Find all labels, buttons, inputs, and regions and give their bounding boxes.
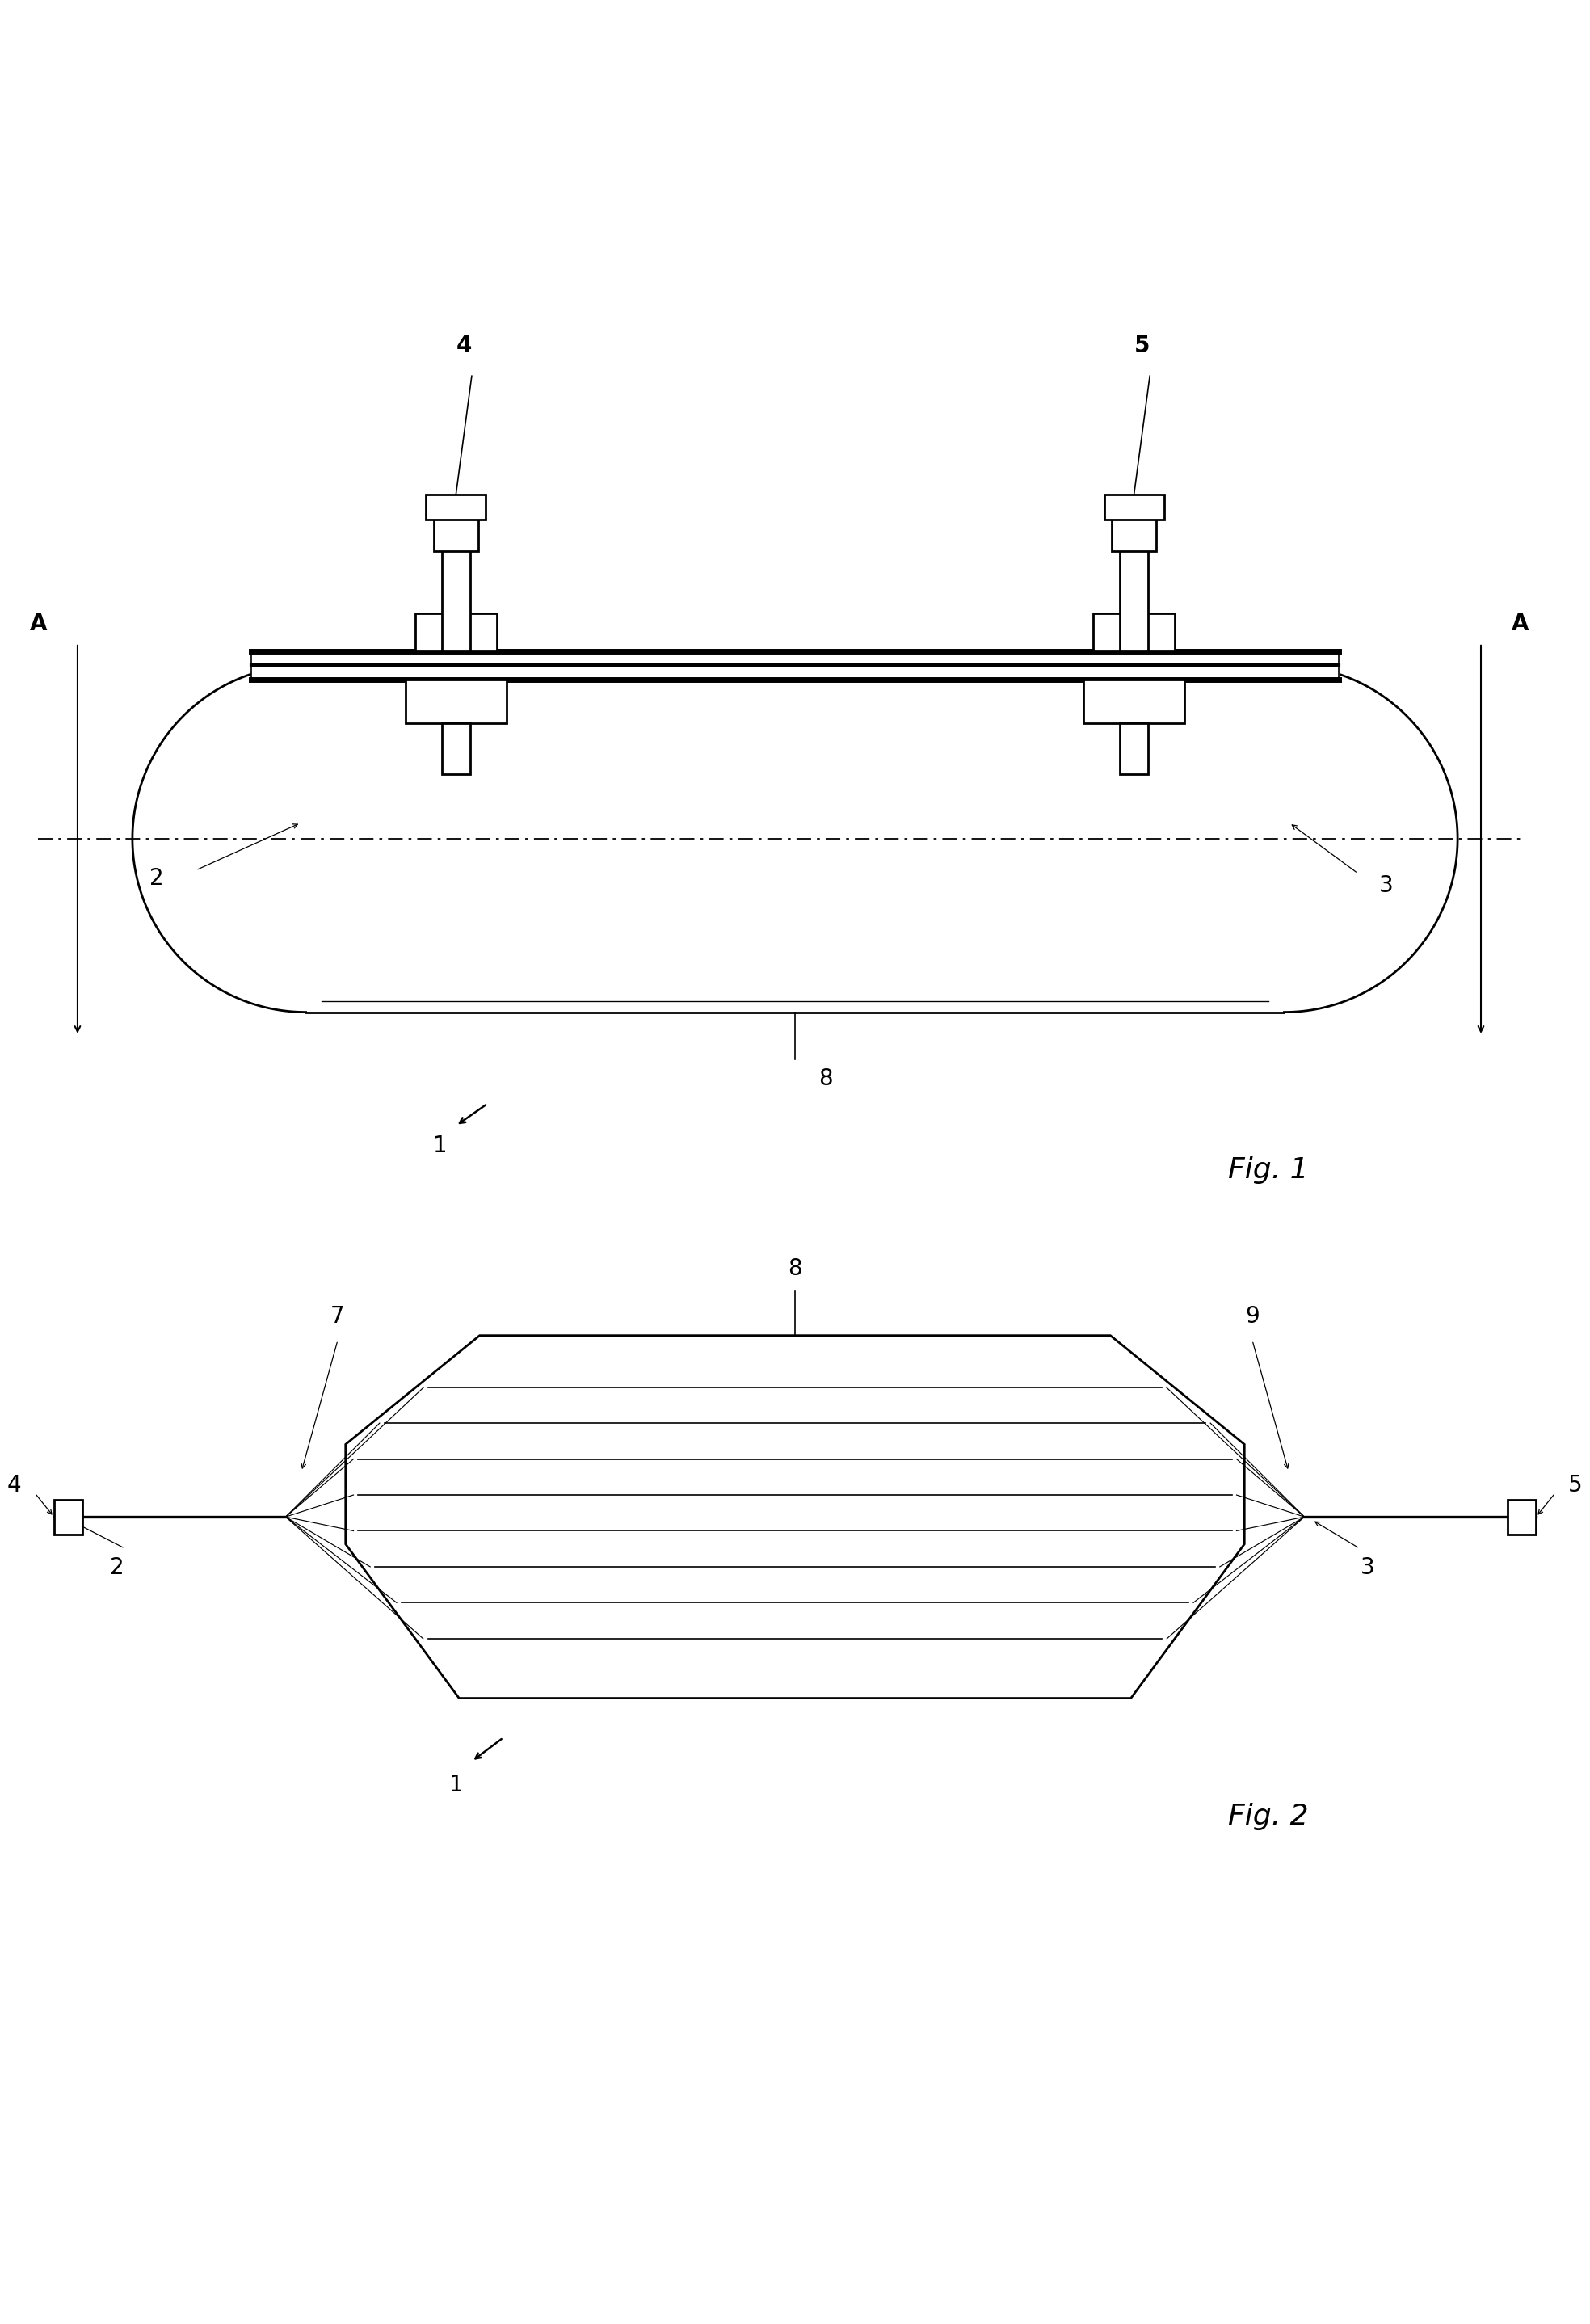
Text: A: A (1512, 614, 1530, 634)
Polygon shape (1111, 516, 1156, 551)
Polygon shape (251, 651, 1339, 679)
Text: A: A (30, 614, 46, 634)
Text: 1: 1 (448, 1773, 463, 1796)
Text: 4: 4 (8, 1473, 22, 1497)
Text: 3: 3 (1379, 874, 1393, 897)
Polygon shape (345, 1336, 1245, 1699)
Polygon shape (442, 541, 471, 651)
Text: Fig. 2: Fig. 2 (1227, 1803, 1309, 1831)
Text: Fig. 1: Fig. 1 (1227, 1155, 1309, 1183)
Text: 8: 8 (819, 1067, 833, 1090)
Polygon shape (405, 679, 507, 723)
Polygon shape (1083, 679, 1185, 723)
Polygon shape (1119, 723, 1148, 774)
Text: 8: 8 (789, 1257, 801, 1281)
Text: 2: 2 (110, 1557, 124, 1578)
Text: 7: 7 (331, 1306, 345, 1327)
Polygon shape (1119, 541, 1148, 651)
Polygon shape (426, 495, 487, 521)
Text: 1: 1 (432, 1134, 447, 1157)
Polygon shape (1092, 614, 1175, 651)
Polygon shape (442, 723, 471, 774)
Text: 5: 5 (1568, 1473, 1582, 1497)
Polygon shape (54, 1499, 83, 1534)
Polygon shape (132, 665, 305, 1013)
Polygon shape (1103, 495, 1164, 521)
Polygon shape (434, 516, 479, 551)
Polygon shape (1285, 665, 1458, 1013)
Text: 4: 4 (456, 335, 472, 358)
Polygon shape (415, 614, 498, 651)
Text: 3: 3 (1359, 1557, 1375, 1578)
Polygon shape (305, 665, 1285, 1013)
Text: 5: 5 (1134, 335, 1150, 358)
Text: 9: 9 (1245, 1306, 1259, 1327)
Text: 2: 2 (149, 867, 164, 890)
Polygon shape (1507, 1499, 1536, 1534)
